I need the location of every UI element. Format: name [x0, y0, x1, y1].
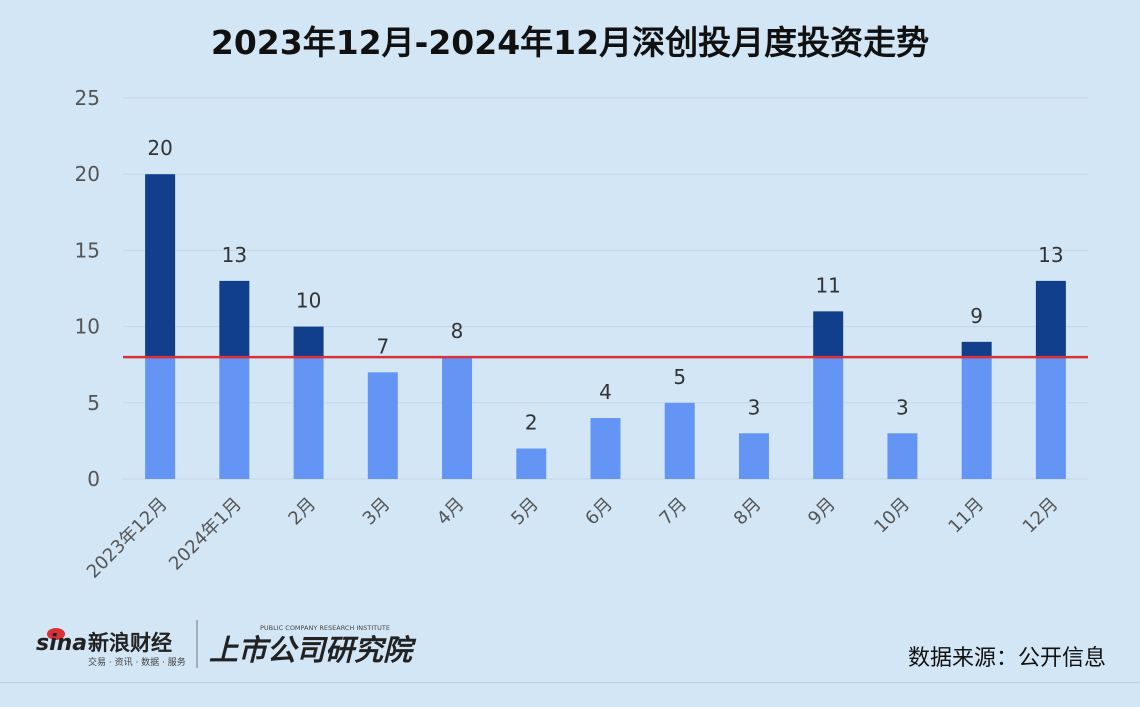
data-label: 10: [296, 289, 321, 313]
y-tick-label: 10: [75, 315, 100, 339]
x-tick-label: 9月: [804, 494, 840, 530]
bar-base: [961, 357, 992, 479]
chart-title: 2023年12月-2024年12月深创投月度投资走势: [210, 23, 930, 62]
bar-base: [293, 357, 324, 479]
sina-wordmark: sina: [36, 631, 87, 656]
bar-above-reference: [961, 341, 992, 358]
y-tick-label: 15: [75, 238, 100, 262]
bar-above-reference: [293, 326, 324, 358]
y-tick-label: 0: [87, 467, 100, 491]
data-label: 7: [376, 334, 389, 358]
data-label: 5: [673, 365, 686, 389]
x-tick-label: 4月: [433, 494, 469, 530]
bar-base: [590, 418, 621, 479]
y-tick-label: 20: [75, 162, 100, 186]
source-note: 数据来源：公开信息: [907, 646, 1106, 671]
bar-above-reference: [145, 174, 176, 358]
x-tick-label: 6月: [581, 494, 617, 530]
x-tick-label: 11月: [944, 494, 988, 538]
bar-base: [516, 448, 547, 479]
footer-logos: sina 新浪财经 交易 · 资讯 · 数据 · 服务 PUBLIC COMPA…: [36, 620, 417, 668]
sina-logo: sina 新浪财经 交易 · 资讯 · 数据 · 服务: [36, 628, 186, 668]
x-tick-label: 2024年1月: [165, 494, 246, 575]
sina-brand-name: 新浪财经: [88, 631, 172, 655]
y-tick-label: 25: [75, 86, 100, 110]
bar-base: [1035, 357, 1066, 479]
bar-base: [738, 433, 769, 479]
x-tick-label: 2023年12月: [83, 494, 172, 583]
data-label: 11: [815, 273, 840, 297]
bar-base: [367, 372, 398, 479]
data-label: 8: [451, 319, 464, 343]
y-tick-label: 5: [87, 391, 100, 415]
bar-base: [887, 433, 918, 479]
bar-base: [145, 357, 176, 479]
x-tick-label: 10月: [870, 494, 914, 538]
bar-base: [664, 402, 695, 479]
data-label: 4: [599, 380, 612, 404]
bar-above-reference: [1035, 280, 1066, 358]
bar-above-reference: [219, 280, 250, 358]
data-label: 9: [970, 304, 983, 328]
sina-brand-tagline: 交易 · 资讯 · 数据 · 服务: [88, 656, 186, 668]
bar-base: [813, 357, 844, 479]
institute-name: 上市公司研究院: [209, 633, 417, 667]
institute-logo: PUBLIC COMPANY RESEARCH INSTITUTE 上市公司研究…: [209, 624, 417, 667]
bar-above-reference: [813, 311, 844, 358]
x-tick-label: 5月: [507, 494, 543, 530]
x-tick-label: 8月: [730, 494, 766, 530]
x-tick-label: 3月: [359, 494, 395, 530]
x-tick-label: 7月: [656, 494, 692, 530]
data-label: 3: [748, 395, 761, 419]
institute-en-name: PUBLIC COMPANY RESEARCH INSTITUTE: [260, 624, 390, 632]
data-label: 3: [896, 395, 909, 419]
data-label: 13: [222, 243, 247, 267]
bar-base: [219, 357, 250, 479]
data-label: 2: [525, 411, 538, 435]
data-label: 20: [147, 136, 172, 160]
x-tick-label: 12月: [1019, 494, 1063, 538]
bar-base: [442, 357, 473, 479]
data-label: 13: [1038, 243, 1063, 267]
x-tick-label: 2月: [284, 494, 320, 530]
bars-layer: [145, 174, 1066, 479]
footer-divider: [0, 682, 1140, 683]
sina-eye-icon: [47, 628, 65, 640]
